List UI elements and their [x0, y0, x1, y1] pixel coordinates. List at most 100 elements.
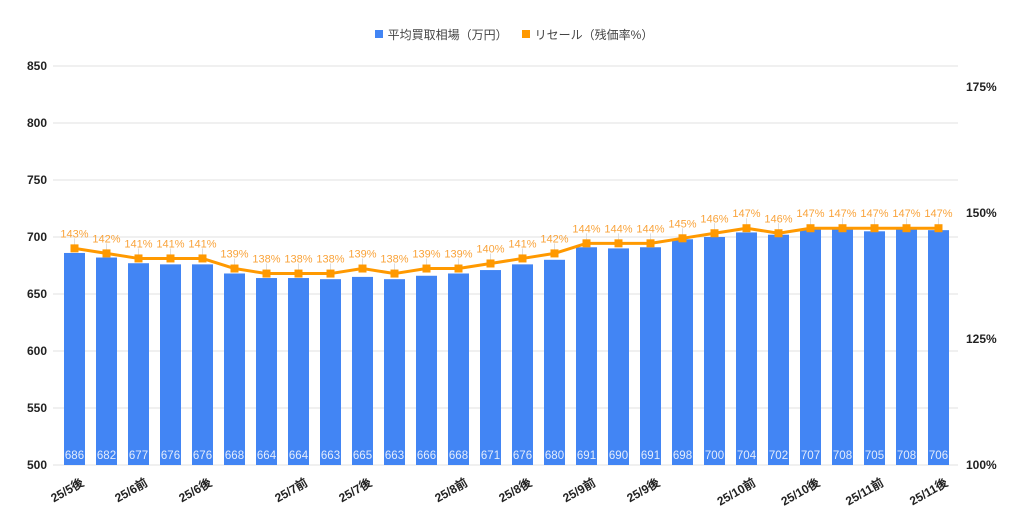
bar-value-label: 668 — [225, 450, 244, 462]
square-marker-icon — [646, 239, 655, 248]
x-axis-category-label: 25/8後 — [496, 474, 535, 505]
square-marker-icon — [102, 249, 111, 258]
bar-value-label: 691 — [577, 450, 596, 462]
bar-value-label: 705 — [865, 450, 884, 462]
bar — [448, 273, 469, 465]
x-axis-category-label: 25/9前 — [560, 475, 598, 506]
line-value-label: 139% — [444, 249, 472, 261]
bar-value-label: 666 — [417, 450, 436, 462]
square-marker-icon — [870, 224, 879, 233]
line-value-label: 141% — [188, 238, 216, 250]
square-marker-icon — [838, 224, 847, 233]
legend-label: リセール（残価率%） — [534, 27, 654, 42]
line-value-label: 141% — [124, 238, 152, 250]
bar-value-label: 702 — [769, 450, 788, 462]
square-marker-icon — [678, 234, 687, 243]
line-value-label: 141% — [508, 238, 536, 250]
bar-value-label: 700 — [705, 450, 724, 462]
line-value-label: 147% — [828, 208, 856, 220]
left-axis-tick-label: 650 — [27, 287, 47, 301]
square-swatch-icon — [521, 30, 530, 38]
left-axis-tick-label: 750 — [27, 173, 47, 187]
square-marker-icon — [486, 259, 495, 268]
bar-value-label: 676 — [193, 450, 212, 462]
bar-value-label: 663 — [385, 450, 404, 462]
line-value-label: 140% — [476, 243, 504, 255]
line-series: 143% 142% 141% 141% 141% 139% 138% 138% 138% 139%… — [60, 208, 953, 278]
square-marker-icon — [134, 254, 143, 263]
x-axis-category-label: 25/6前 — [112, 475, 150, 506]
bar-value-label: 680 — [545, 450, 564, 462]
left-axis-tick-label: 850 — [27, 59, 47, 73]
left-axis-tick-label: 500 — [27, 458, 47, 472]
right-axis-tick-label: 150% — [966, 206, 997, 220]
bar-value-label: 686 — [65, 450, 84, 462]
line-value-label: 139% — [220, 249, 248, 261]
square-marker-icon — [454, 264, 463, 273]
legend-item-resale-rate: リセール（残価率%） — [521, 26, 654, 42]
bar — [928, 230, 949, 465]
bar — [352, 276, 373, 465]
right-axis-tick-label: 125% — [966, 332, 997, 346]
bar — [672, 239, 693, 465]
bar — [576, 247, 597, 465]
right-axis-tick-label: 100% — [966, 458, 997, 472]
line-value-label: 144% — [604, 223, 632, 235]
bar — [416, 275, 437, 465]
line-value-label: 144% — [572, 223, 600, 235]
bar-value-label: 663 — [321, 450, 340, 462]
bar — [736, 232, 757, 465]
square-swatch-icon — [374, 30, 383, 38]
line-value-label: 147% — [796, 208, 824, 220]
bar-value-label: 664 — [257, 450, 277, 462]
legend-label: 平均買取相場（万円） — [387, 27, 508, 42]
line-value-label: 141% — [156, 238, 184, 250]
bar — [480, 270, 501, 465]
line-value-label: 146% — [764, 213, 792, 225]
bar — [320, 279, 341, 465]
bar-value-label: 706 — [929, 450, 948, 462]
bar-series: 686 682 677 676 676 668 664 664 663 665 663 666 668 6… — [64, 227, 949, 465]
x-axis-category-label: 25/10前 — [714, 475, 758, 509]
resale-line — [74, 226, 939, 276]
bar — [160, 264, 181, 465]
line-value-label: 142% — [540, 233, 568, 245]
chart-legend: 平均買取相場（万円） リセール（残価率%） — [0, 26, 1024, 42]
line-value-label: 139% — [412, 249, 440, 261]
bar-value-label: 668 — [449, 450, 468, 462]
square-marker-icon — [70, 244, 79, 253]
x-axis: 25/5後 25/6前 25/6後 25/7前 25/7後 25/8前 25/8後 25/9前… — [48, 474, 951, 509]
left-axis-tick-label: 550 — [27, 401, 47, 415]
line-value-label: 147% — [924, 208, 952, 220]
x-axis-category-label: 25/5後 — [48, 474, 87, 505]
bar-value-label: 665 — [353, 450, 372, 462]
x-axis-category-label: 25/8前 — [432, 475, 470, 506]
bar — [384, 279, 405, 465]
bar — [608, 248, 629, 465]
line-value-label: 146% — [700, 213, 728, 225]
bar — [544, 259, 565, 465]
x-axis-category-label: 25/10後 — [778, 474, 823, 509]
square-marker-icon — [582, 239, 591, 248]
line-value-label: 145% — [668, 218, 696, 230]
left-axis-tick-label: 800 — [27, 116, 47, 130]
bar-value-label: 676 — [161, 450, 180, 462]
bar-value-label: 704 — [737, 450, 757, 462]
bar — [800, 229, 821, 465]
square-marker-icon — [422, 264, 431, 273]
line-value-label: 142% — [92, 233, 120, 245]
bar — [832, 227, 853, 465]
bar — [640, 247, 661, 465]
line-value-label: 147% — [892, 208, 920, 220]
bar — [64, 252, 85, 465]
x-axis-category-label: 25/6後 — [176, 474, 215, 505]
line-value-label: 147% — [732, 208, 760, 220]
square-marker-icon — [326, 269, 335, 278]
square-marker-icon — [358, 264, 367, 273]
left-y-axis: 500 550 600 650 700 750 800 850 — [27, 59, 47, 472]
bar — [256, 278, 277, 465]
gridlines — [53, 65, 958, 466]
bar-value-label: 682 — [97, 450, 116, 462]
line-value-label: 138% — [284, 254, 312, 266]
